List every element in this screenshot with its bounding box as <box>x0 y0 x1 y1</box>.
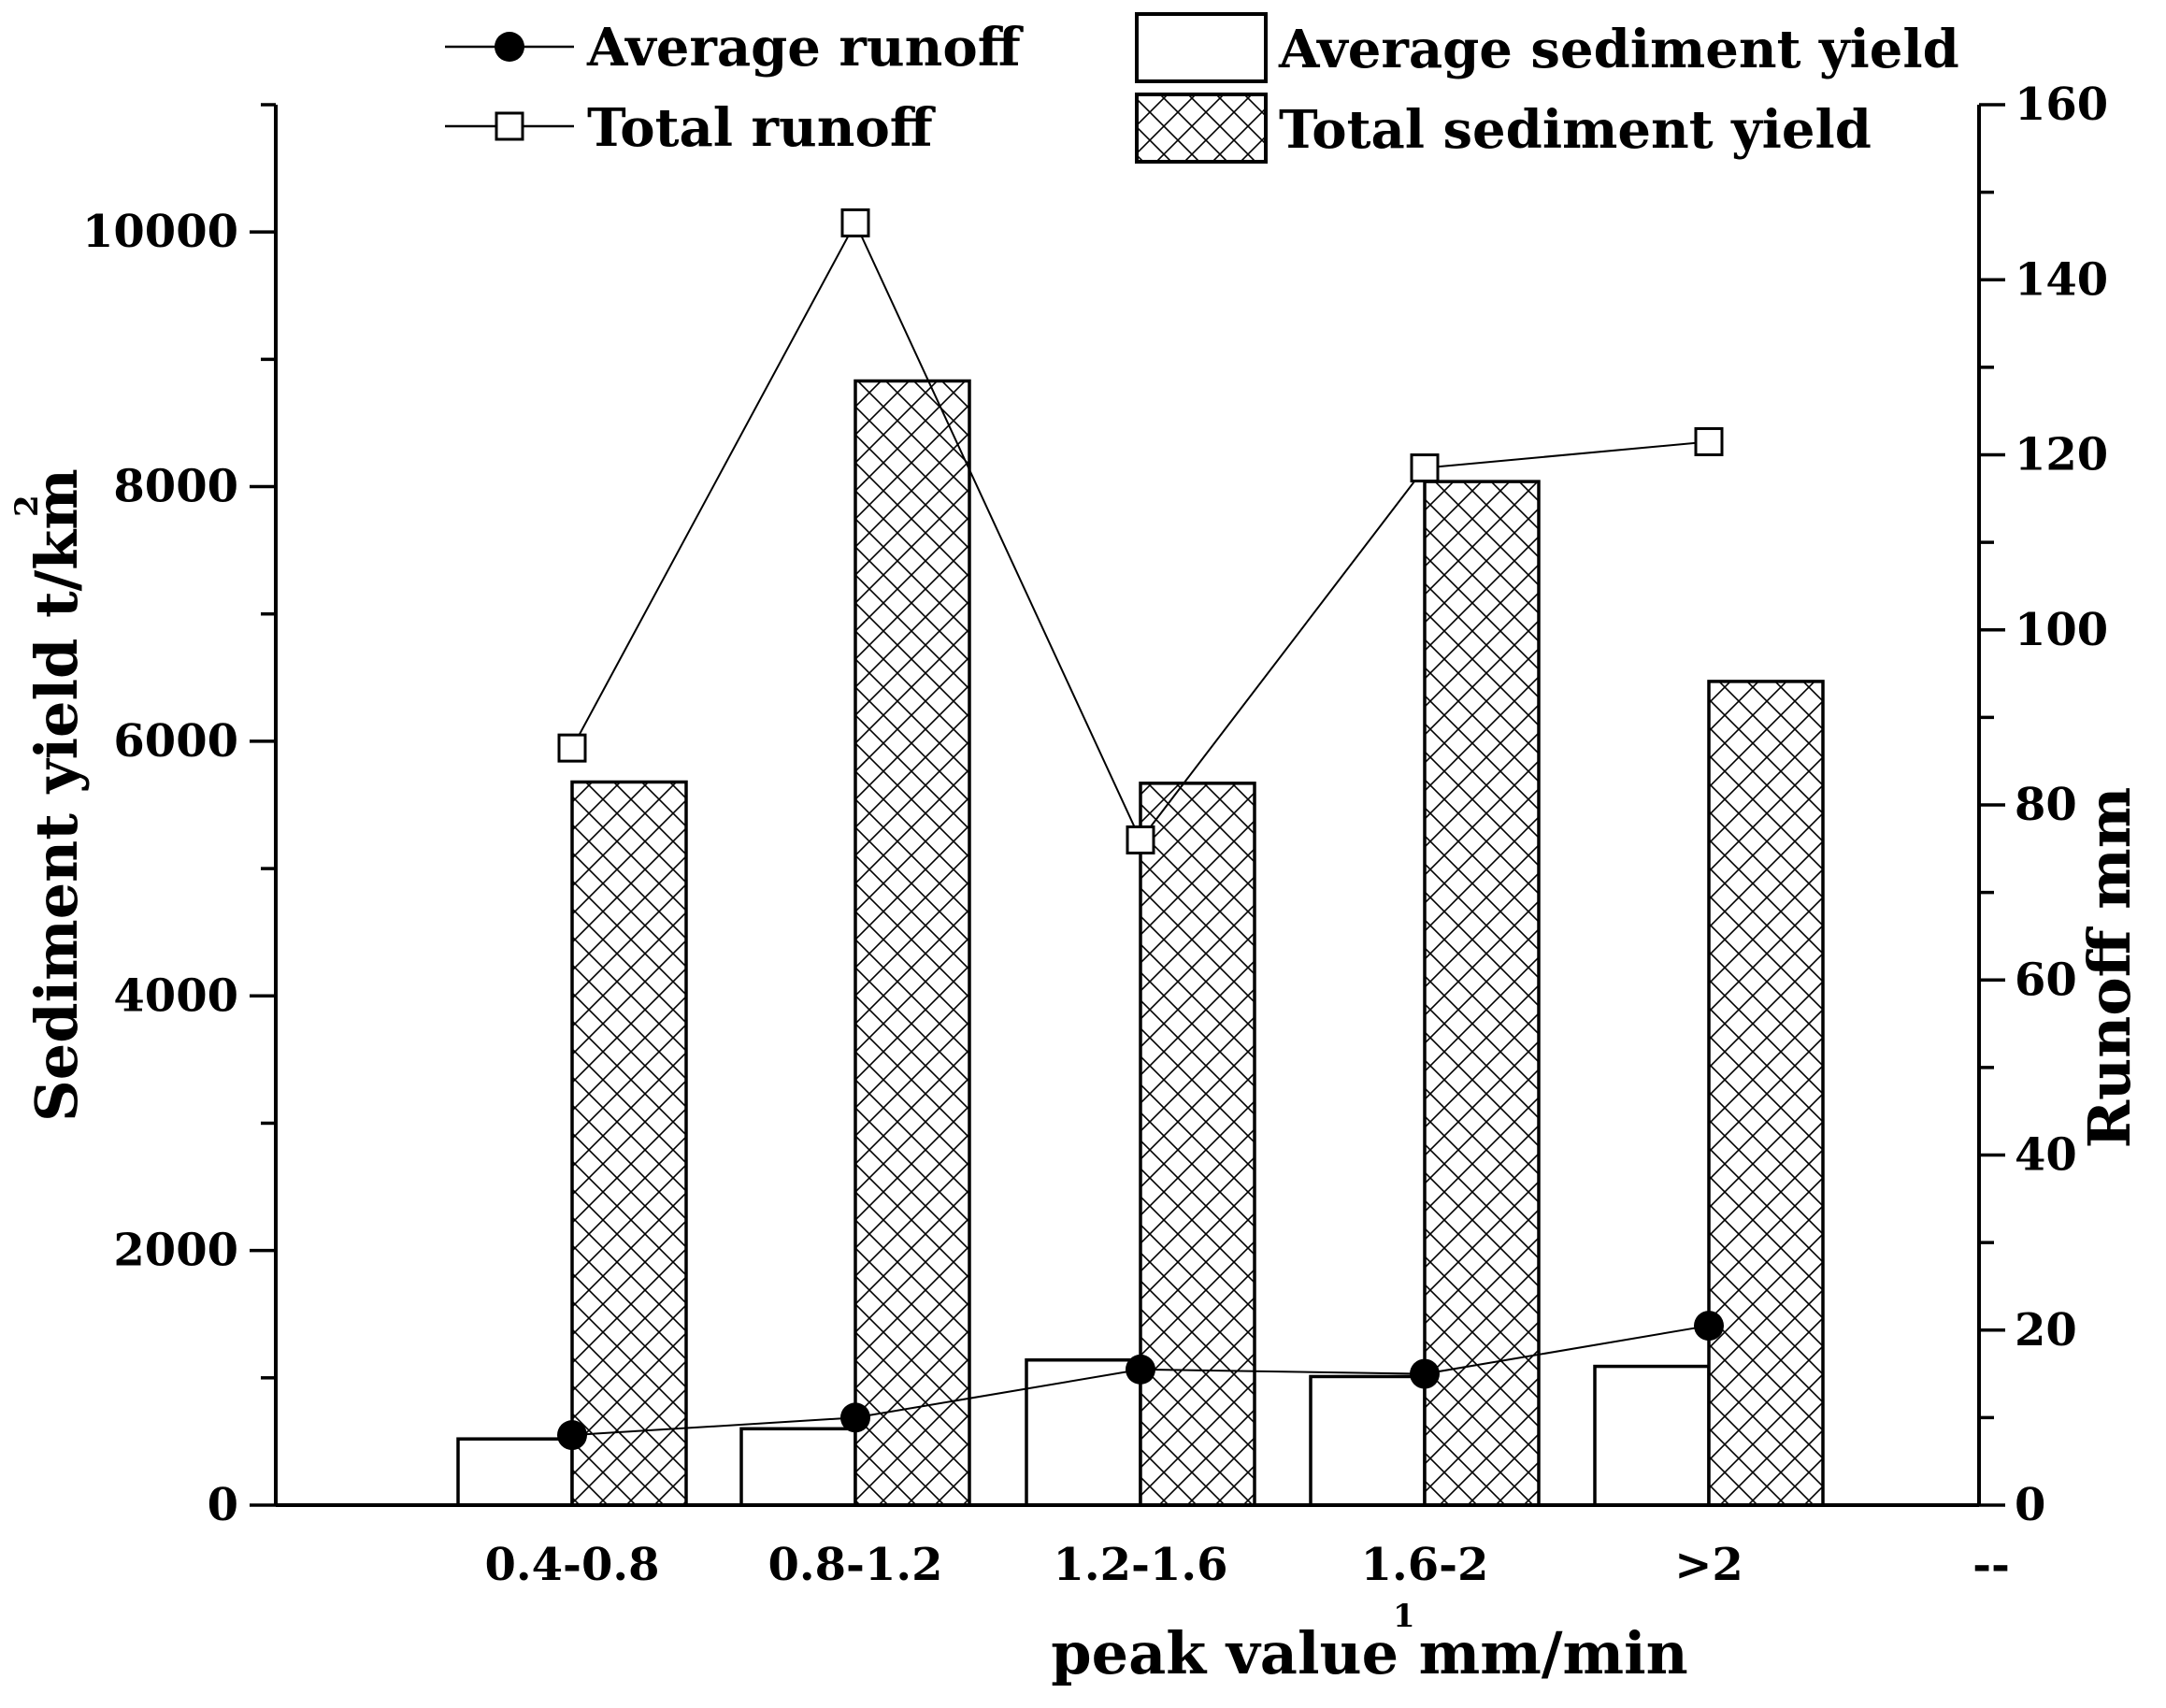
lines-layer <box>557 208 1724 1451</box>
right-tick-label: 0 <box>2015 1479 2045 1531</box>
bar-average-sediment-yield <box>456 1437 574 1507</box>
x-tick-label: 0.8-1.2 <box>768 1539 943 1591</box>
left-tick-label: 0 <box>208 1479 238 1531</box>
axes-layer: 0 2000 4000 6000 8000 10000 0 20 40 60 80 100 120 140… <box>82 79 2108 1591</box>
right-tick-label: 140 <box>2015 253 2108 306</box>
point-average-runoff <box>557 1420 587 1451</box>
x-tick-label: >2 <box>1674 1539 1743 1591</box>
bar-average-sediment-yield <box>1025 1358 1142 1507</box>
legend-entry-total-runoff: Total runoff <box>445 97 936 159</box>
bar-total-sediment-yield <box>1423 480 1541 1507</box>
right-tick-label: 40 <box>2015 1129 2077 1182</box>
point-total-runoff <box>557 733 587 763</box>
point-average-runoff <box>1694 1311 1724 1342</box>
legend-swatch-average-sediment-yield <box>1135 12 1268 83</box>
legend-marker-total-runoff <box>495 111 524 141</box>
bars-layer <box>456 379 1825 1507</box>
legend-swatch-total-sediment-yield <box>1135 93 1268 164</box>
right-tick-label: 60 <box>2015 954 2077 1006</box>
point-average-runoff <box>840 1402 870 1433</box>
right-tick-label: 120 <box>2015 429 2108 481</box>
left-axis-title: Sediment yield t/km <box>22 468 91 1122</box>
legend-label-average-sediment-yield: Average sediment yield <box>1278 19 1959 80</box>
bar-total-sediment-yield <box>1139 782 1256 1507</box>
legend-entry-total-sediment-yield: Total sediment yield <box>1135 93 1872 164</box>
left-tick-label: 10000 <box>82 206 238 258</box>
bar-total-sediment-yield <box>1707 680 1825 1507</box>
x-tick-label: 1.2-1.6 <box>1054 1539 1228 1591</box>
point-total-runoff <box>1410 453 1440 483</box>
x-tick-label: 1.6-2 <box>1361 1539 1489 1591</box>
bar-total-sediment-yield <box>570 780 688 1507</box>
left-tick-label: 4000 <box>113 969 238 1022</box>
legend-label-total-sediment-yield: Total sediment yield <box>1279 99 1872 161</box>
legend-marker-average-runoff <box>495 32 524 62</box>
x-tick-label-extra: -- <box>1972 1539 2010 1591</box>
x-tick-label: 0.4-0.8 <box>485 1539 660 1591</box>
point-total-runoff <box>840 208 870 237</box>
legend-label-total-runoff: Total runoff <box>587 97 936 159</box>
right-tick-label: 100 <box>2015 604 2108 656</box>
point-total-runoff <box>1694 426 1724 456</box>
bar-average-sediment-yield <box>1593 1364 1711 1507</box>
left-tick-label: 6000 <box>113 715 238 768</box>
legend: Average runoff Total runoff Average sedi… <box>445 12 1959 164</box>
right-axis-title: Runoff mm <box>2075 787 2144 1149</box>
bar-average-sediment-yield <box>1309 1374 1427 1507</box>
bar-average-sediment-yield <box>739 1427 857 1507</box>
point-total-runoff <box>1126 825 1155 854</box>
legend-entry-average-sediment-yield: Average sediment yield <box>1135 12 1959 83</box>
right-tick-label: 80 <box>2015 779 2077 831</box>
left-axis-title-superscript: 2 <box>8 495 46 517</box>
x-axis-title: peak value mm/min <box>1051 1619 1687 1687</box>
legend-entry-average-runoff: Average runoff <box>445 17 1024 79</box>
right-tick-label: 20 <box>2015 1304 2077 1356</box>
point-average-runoff <box>1126 1354 1155 1385</box>
legend-label-average-runoff: Average runoff <box>586 17 1024 79</box>
left-tick-label: 2000 <box>113 1225 238 1277</box>
left-tick-label: 8000 <box>113 461 238 513</box>
right-tick-label: 160 <box>2015 79 2108 131</box>
point-average-runoff <box>1410 1358 1440 1389</box>
bar-total-sediment-yield <box>853 379 971 1507</box>
x-axis-title-superscript: 1 <box>1393 1598 1415 1635</box>
